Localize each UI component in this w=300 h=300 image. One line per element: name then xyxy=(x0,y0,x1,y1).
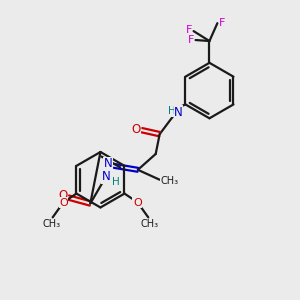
Text: CH₃: CH₃ xyxy=(43,219,61,229)
Text: F: F xyxy=(185,25,192,35)
Text: F: F xyxy=(188,35,194,45)
Text: O: O xyxy=(131,123,140,136)
Text: H: H xyxy=(112,177,120,187)
Text: N: N xyxy=(174,106,183,119)
Text: N: N xyxy=(102,170,110,183)
Text: F: F xyxy=(219,18,226,28)
Text: N: N xyxy=(104,158,112,170)
Text: CH₃: CH₃ xyxy=(160,176,178,186)
Text: O: O xyxy=(59,197,68,208)
Text: H: H xyxy=(168,106,176,116)
Text: CH₃: CH₃ xyxy=(140,219,158,229)
Text: O: O xyxy=(133,197,142,208)
Text: O: O xyxy=(58,189,67,202)
